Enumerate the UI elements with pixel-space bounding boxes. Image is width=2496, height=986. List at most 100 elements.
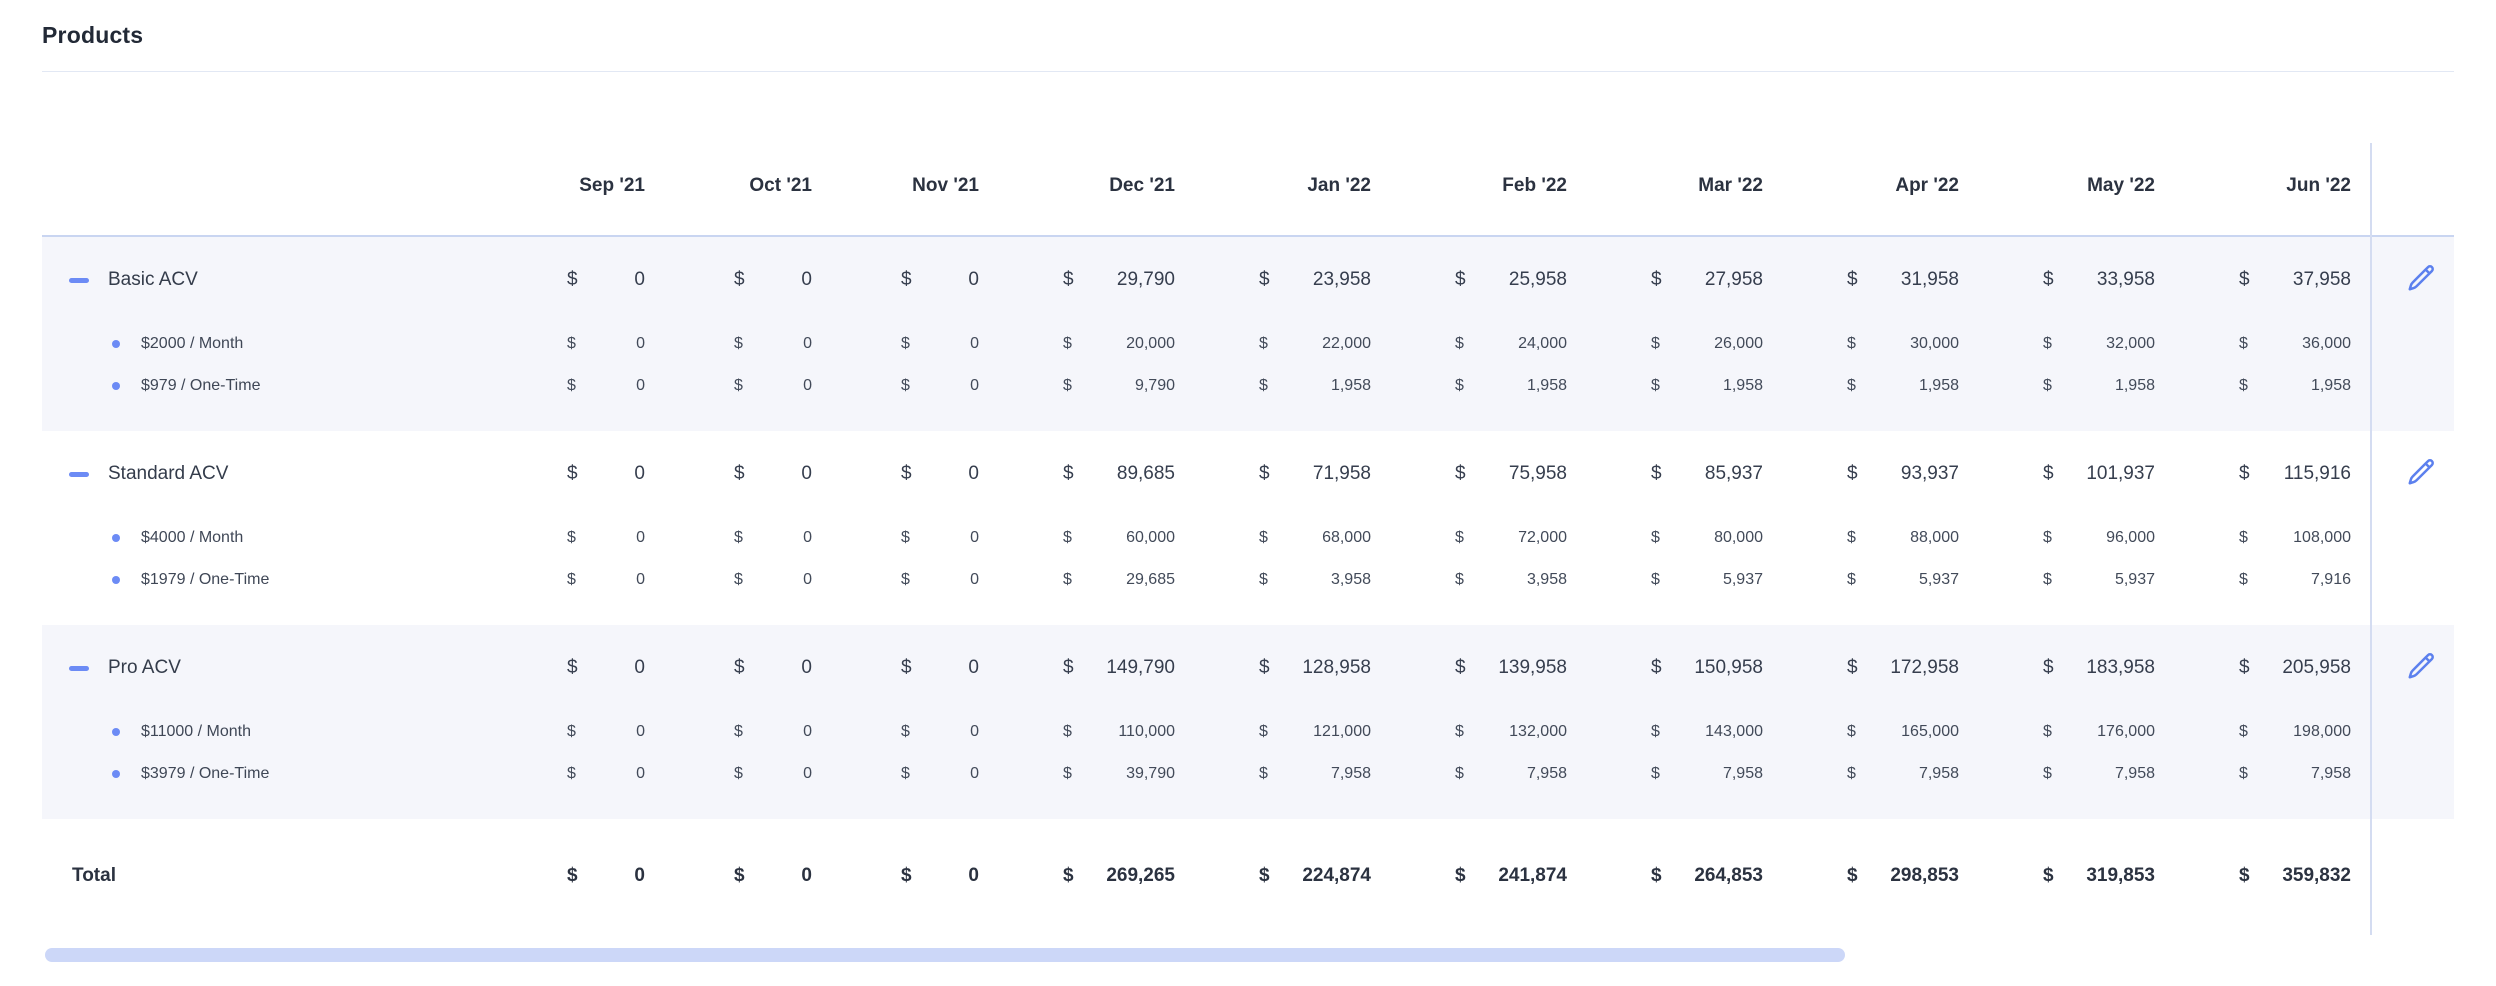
currency-symbol: $ [1847,765,1856,782]
amount: 31,958 [1900,269,1959,290]
collapse-icon[interactable] [66,461,92,487]
value-cell: $224,874 [1207,865,1403,887]
money-value: $0 [901,335,979,353]
currency-symbol: $ [1455,335,1464,352]
price-point-name: $2000 / Month [141,335,244,352]
amount: 172,958 [1890,657,1959,678]
value-cell: $30,000 [1795,335,1991,353]
amount: 0 [636,571,645,588]
value-cell: $22,000 [1207,335,1403,353]
value-cell: $0 [677,335,844,353]
currency-symbol: $ [1455,765,1464,782]
amount: 0 [634,865,645,886]
currency-symbol: $ [2239,377,2248,394]
value-cell: $0 [510,657,677,679]
currency-symbol: $ [567,377,576,394]
price-point-row: $1979 / One-Time $0 $0 $0 $29,685 $3,958 $3,95… [42,559,2454,601]
edit-icon[interactable] [2401,263,2436,298]
value-cell: $132,000 [1403,723,1599,741]
edit-icon[interactable] [2401,457,2436,492]
price-point-row: $3979 / One-Time $0 $0 $0 $39,790 $7,958 $7,95… [42,753,2454,795]
amount: 72,000 [1518,529,1567,546]
value-cell: $0 [510,865,677,887]
currency-symbol: $ [567,723,576,740]
money-value: $110,000 [1063,723,1175,741]
amount: 7,958 [1330,765,1371,782]
amount: 149,790 [1106,657,1175,678]
currency-symbol: $ [734,269,745,290]
value-cell: $172,958 [1795,657,1991,679]
total-label: Total [72,865,116,886]
currency-symbol: $ [1259,463,1270,484]
value-cell: $3,958 [1207,571,1403,589]
money-value: $0 [734,657,812,679]
currency-symbol: $ [1651,657,1662,678]
currency-symbol: $ [567,269,578,290]
money-value: $3,958 [1259,571,1371,589]
amount: 93,937 [1900,463,1959,484]
money-value: $0 [567,377,645,395]
amount: 0 [636,765,645,782]
money-value: $0 [567,723,645,741]
money-value: $5,937 [2043,571,2155,589]
value-cell: $1,958 [1403,377,1599,395]
currency-symbol: $ [734,765,743,782]
amount: 0 [803,335,812,352]
amount: 30,000 [1910,335,1959,352]
currency-symbol: $ [1063,723,1072,740]
currency-symbol: $ [901,463,912,484]
currency-symbol: $ [1651,529,1660,546]
amount: 0 [634,269,645,290]
amount: 22,000 [1322,335,1371,352]
product-name: Standard ACV [108,463,229,484]
amount: 108,000 [2293,529,2351,546]
amount: 75,958 [1508,463,1567,484]
currency-symbol: $ [2043,463,2054,484]
collapse-icon[interactable] [66,655,92,681]
amount: 71,958 [1312,463,1371,484]
money-value: $30,000 [1847,335,1959,353]
amount: 264,853 [1694,865,1763,886]
value-cell: $93,937 [1795,463,1991,485]
currency-symbol: $ [1063,377,1072,394]
currency-symbol: $ [1063,269,1074,290]
value-cell: $121,000 [1207,723,1403,741]
currency-symbol: $ [734,723,743,740]
column-header: Dec '21 [1109,175,1175,196]
amount: 0 [803,377,812,394]
value-cell: $85,937 [1599,463,1795,485]
currency-symbol: $ [1651,335,1660,352]
value-cell: $0 [510,335,677,353]
currency-symbol: $ [2239,657,2250,678]
amount: 24,000 [1518,335,1567,352]
currency-symbol: $ [1651,765,1660,782]
money-value: $241,874 [1455,865,1567,887]
product-group: Standard ACV $0 $0 $0 $89,685 $71,958 $75,958 $… [42,431,2454,625]
amount: 0 [968,865,979,886]
value-cell: $101,937 [1991,463,2187,485]
value-cell: $7,958 [1403,765,1599,783]
money-value: $31,958 [1847,269,1959,291]
bullet-icon [112,576,120,584]
money-value: $26,000 [1651,335,1763,353]
amount: 26,000 [1714,335,1763,352]
amount: 89,685 [1116,463,1175,484]
currency-symbol: $ [1455,529,1464,546]
collapse-icon[interactable] [66,267,92,293]
edit-icon[interactable] [2401,651,2436,686]
value-cell: $36,000 [2187,335,2383,353]
currency-symbol: $ [734,335,743,352]
value-cell: $26,000 [1599,335,1795,353]
currency-symbol: $ [1847,723,1856,740]
value-cell: $24,000 [1403,335,1599,353]
amount: 88,000 [1910,529,1959,546]
money-value: $32,000 [2043,335,2155,353]
currency-symbol: $ [901,269,912,290]
amount: 5,937 [1918,571,1959,588]
amount: 29,685 [1126,571,1175,588]
horizontal-scrollbar-thumb[interactable] [45,948,1845,962]
amount: 121,000 [1313,723,1371,740]
currency-symbol: $ [1455,463,1466,484]
money-value: $7,958 [1455,765,1567,783]
money-value: $101,937 [2043,463,2155,485]
